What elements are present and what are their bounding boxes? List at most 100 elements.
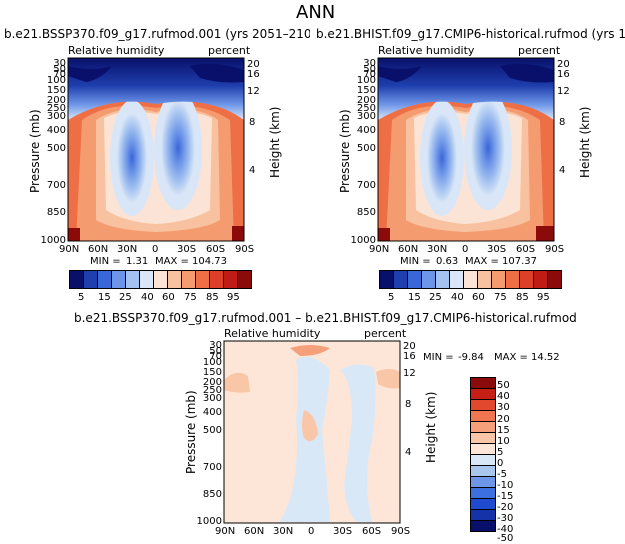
panel1-ytick-500: 500 <box>46 143 66 154</box>
panel1-ytick-300: 300 <box>46 111 66 122</box>
colorbar-swatch <box>210 271 224 288</box>
panel3-cb-label-15: 15 <box>497 425 510 436</box>
panel1-cb-label-95: 95 <box>227 292 240 303</box>
panel3-cb-label-m30: -30 <box>497 513 514 524</box>
panel2-ytick-250: 250 <box>356 103 376 114</box>
panel3-cb-label-m5: -5 <box>497 469 507 480</box>
panel2-colorbar <box>379 270 562 289</box>
colorbar-swatch <box>224 271 238 288</box>
colorbar-swatch <box>478 271 492 288</box>
panel2-ytick-500: 500 <box>356 143 376 154</box>
colorbar-swatch <box>471 422 495 433</box>
panel3-cb-label-50: 50 <box>497 380 510 391</box>
panel1-rtick-12: 12 <box>247 86 260 97</box>
panel1-ytick-200: 200 <box>46 95 66 106</box>
panel3-rtick-20: 20 <box>403 341 416 352</box>
colorbar-swatch <box>471 400 495 411</box>
panel1-cb-label-5: 5 <box>78 292 85 303</box>
colorbar-swatch <box>380 271 394 288</box>
colorbar-swatch <box>182 271 196 288</box>
panel3-ytick-30: 30 <box>209 340 222 351</box>
panel2-cb-label-60: 60 <box>472 292 485 303</box>
panel1-rtick-20: 20 <box>247 59 260 70</box>
panel3-max-label: MAX = <box>494 352 528 363</box>
panel2-title: b.e21.BHIST.f09_g17.CMIP6-historical.ruf… <box>316 27 625 41</box>
panel3-ytick-500: 500 <box>202 425 222 436</box>
colorbar-swatch <box>471 411 495 422</box>
panel1-ytick-30: 30 <box>53 58 66 69</box>
colorbar-swatch <box>84 271 98 288</box>
panel3-ytick-50: 50 <box>209 346 222 357</box>
panel3-y-axis-right-label: Height (km) <box>424 391 438 463</box>
panel1-subtitle-left: Relative humidity <box>68 44 165 57</box>
panel2-xtick-60s: 60S <box>516 244 536 255</box>
panel3-ytick-70: 70 <box>209 351 222 362</box>
panel3-cb-label-30: 30 <box>497 402 510 413</box>
colorbar-swatch <box>471 488 495 499</box>
panel2-cb-label-95: 95 <box>537 292 550 303</box>
panel1-xtick-60n: 60N <box>88 244 109 255</box>
panel3-title: b.e21.BSSP370.f09_g17.rufmod.001 – b.e21… <box>74 311 577 325</box>
panel3-subtitle-left: Relative humidity <box>224 327 321 340</box>
panel1-rtick-4: 4 <box>249 165 256 176</box>
panel2-ytick-50: 50 <box>363 64 376 75</box>
colorbar-swatch <box>471 433 495 444</box>
panel2-y-axis-label: Pressure (mb) <box>338 109 352 193</box>
panel2-ytick-700: 700 <box>356 180 376 191</box>
panel2-subtitle-right: percent <box>518 44 561 57</box>
colorbar-swatch <box>436 271 450 288</box>
colorbar-swatch <box>168 271 182 288</box>
panel1-xtick-60s: 60S <box>206 244 226 255</box>
panel1-plot <box>67 57 245 242</box>
panel2-rtick-4: 4 <box>559 165 566 176</box>
panel3-xtick-60n: 60N <box>244 526 265 537</box>
panel3-cb-label-20: 20 <box>497 414 510 425</box>
colorbar-swatch <box>98 271 112 288</box>
panel3-ytick-300: 300 <box>202 393 222 404</box>
panel3-cb-label-10: 10 <box>497 436 510 447</box>
panel3-colorbar <box>470 377 496 532</box>
panel2-y-axis-right-label: Height (km) <box>578 106 592 178</box>
panel3-xtick-30n: 30N <box>273 526 294 537</box>
panel2-cb-label-75: 75 <box>494 292 507 303</box>
panel2-max-label: MAX = <box>465 256 499 267</box>
colorbar-swatch <box>548 271 561 288</box>
panel1-ytick-700: 700 <box>46 180 66 191</box>
panel3-ytick-100: 100 <box>202 357 222 368</box>
panel3-cb-label-m40: -40 <box>497 524 514 535</box>
panel2-xtick-90s: 90S <box>545 244 565 255</box>
panel2-xtick-90n: 90N <box>369 244 390 255</box>
panel3-cb-label-40: 40 <box>497 391 510 402</box>
colorbar-swatch <box>422 271 436 288</box>
colorbar-swatch <box>471 499 495 510</box>
panel1-ytick-70: 70 <box>53 69 66 80</box>
panel1-max-label: MAX = <box>155 256 189 267</box>
panel3-ytick-850: 850 <box>202 489 222 500</box>
panel2-ytick-70: 70 <box>363 69 376 80</box>
panel1-cb-label-25: 25 <box>119 292 132 303</box>
panel3-rtick-16: 16 <box>403 351 416 362</box>
panel3-ytick-250: 250 <box>202 385 222 396</box>
panel2-ytick-850: 850 <box>356 207 376 218</box>
panel3-cb-label-m50: -50 <box>497 533 514 544</box>
panel3-ytick-200: 200 <box>202 377 222 388</box>
panel3-ytick-150: 150 <box>202 367 222 378</box>
colorbar-swatch <box>70 271 84 288</box>
colorbar-swatch <box>196 271 210 288</box>
panel1-min-label: MIN = <box>90 256 121 267</box>
panel2-rtick-20: 20 <box>557 59 570 70</box>
panel2-rtick-16: 16 <box>557 69 570 80</box>
colorbar-swatch <box>112 271 126 288</box>
colorbar-swatch <box>471 477 495 488</box>
panel2-rtick-12: 12 <box>557 86 570 97</box>
panel3-ytick-400: 400 <box>202 407 222 418</box>
panel2-cb-label-5: 5 <box>388 292 395 303</box>
colorbar-swatch <box>492 271 506 288</box>
panel3-plot <box>223 340 401 524</box>
panel1-ytick-1000: 1000 <box>40 235 66 246</box>
colorbar-swatch <box>520 271 534 288</box>
panel2-xtick-30s: 30S <box>487 244 507 255</box>
panel2-xtick-60n: 60N <box>398 244 419 255</box>
colorbar-swatch <box>471 455 495 466</box>
